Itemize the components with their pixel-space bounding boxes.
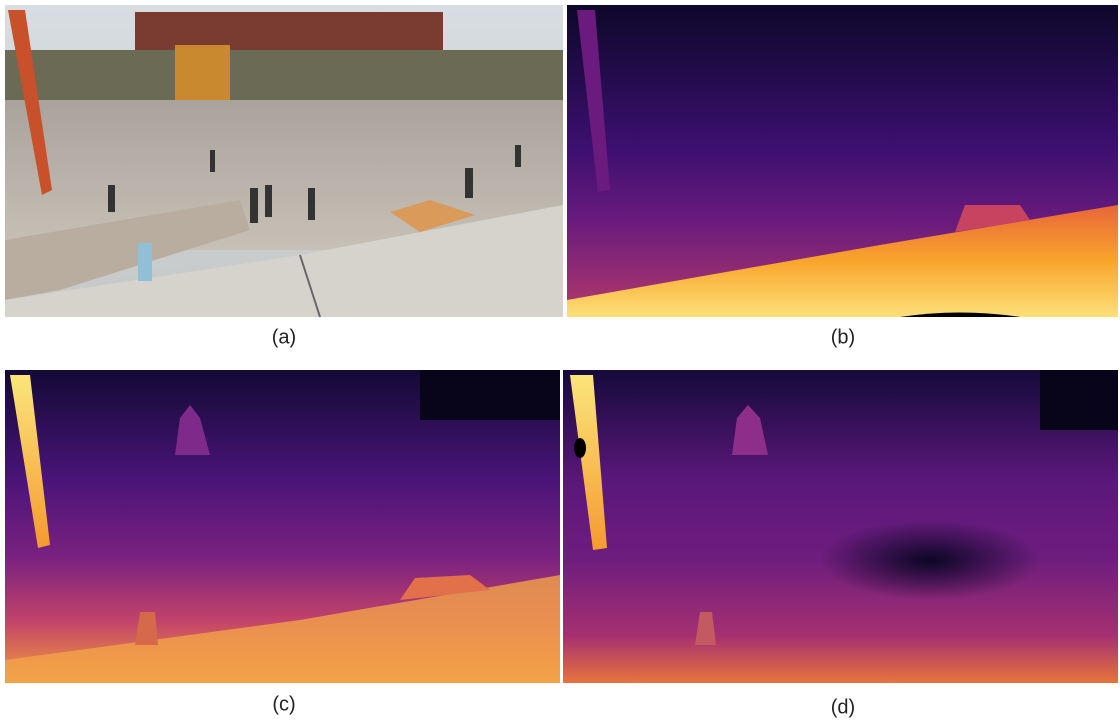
hole bbox=[574, 438, 586, 458]
sky bbox=[1040, 370, 1118, 430]
panel-label: (d) bbox=[831, 696, 855, 718]
figure: (a) (b) (c) (d) bbox=[0, 0, 1120, 723]
sky bbox=[420, 370, 560, 420]
depth-panel bbox=[5, 370, 560, 683]
stage bbox=[175, 45, 230, 100]
depth-panel bbox=[563, 370, 1118, 683]
photo-panel bbox=[5, 5, 563, 317]
depth-background bbox=[563, 370, 1118, 683]
trees bbox=[5, 50, 563, 100]
panel-label: (a) bbox=[272, 326, 296, 348]
depth-panel bbox=[567, 5, 1118, 317]
panel-label: (b) bbox=[831, 326, 855, 348]
dark-region bbox=[820, 520, 1040, 600]
page: (a) (b) (c) (d) (() => { const data = JS… bbox=[0, 0, 1120, 723]
panel-label: (c) bbox=[272, 693, 295, 715]
